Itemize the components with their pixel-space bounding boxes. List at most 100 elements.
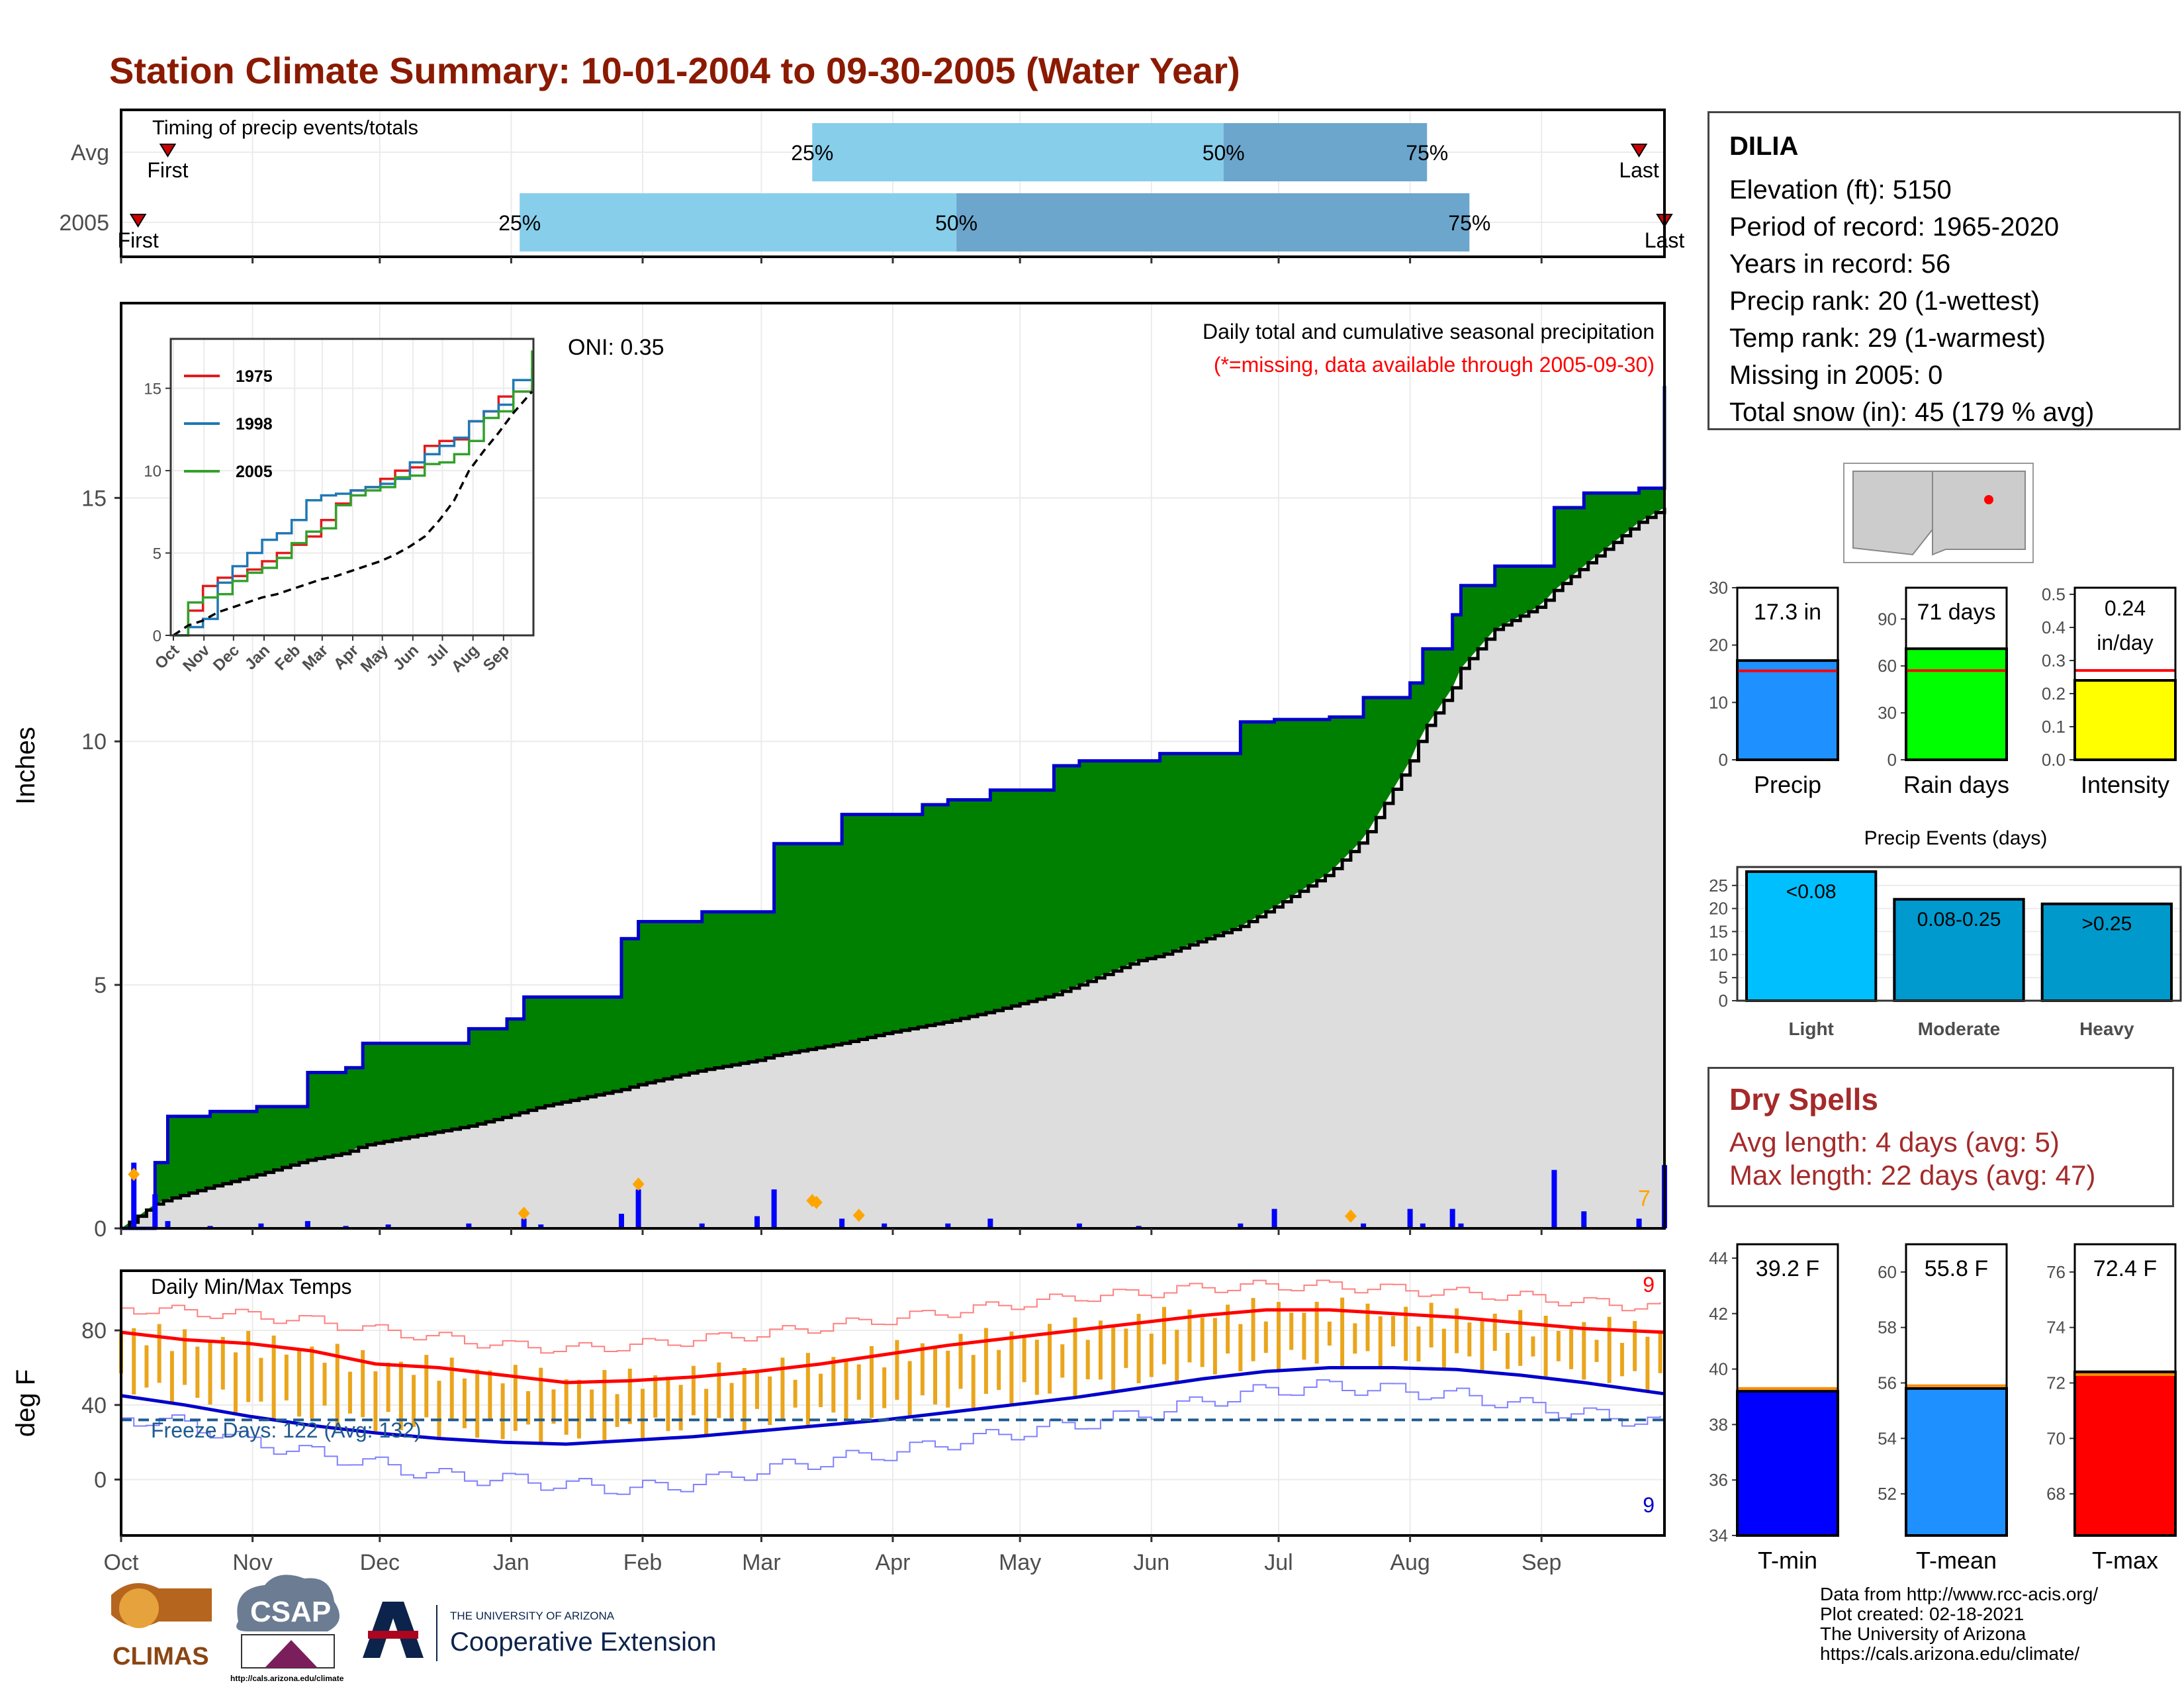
station-info-box: DILIA Elevation (ft): 5150 Period of rec… — [1707, 111, 2181, 430]
daily-precip-bar — [839, 1218, 845, 1228]
daily-temp-bar — [208, 1340, 212, 1405]
oni-label: ONI: 0.35 — [568, 335, 664, 360]
credit-url: https://cals.arizona.edu/climate/ — [1820, 1643, 2080, 1664]
daily-temp-bar — [920, 1343, 925, 1396]
daily-temp-bar — [971, 1355, 976, 1408]
precip-event-bar — [1893, 897, 2025, 1003]
daily-precip-bar — [1636, 1218, 1642, 1228]
cumulative-surplus-area — [121, 386, 1664, 1228]
daily-temp-bar — [1162, 1306, 1167, 1365]
precip-total-bar-category-label: Precip — [1754, 771, 1821, 798]
daily-temp-bar — [233, 1352, 238, 1412]
ua-logo-big-text: Cooperative Extension — [450, 1627, 716, 1657]
mini-y-tick-label: 0 — [1719, 750, 1728, 770]
daily-temp-bar — [1455, 1308, 1459, 1353]
daily-temp-bar — [1009, 1331, 1014, 1404]
rain-days-bar: 0 30 60 90 71 days Rain days — [1878, 586, 2009, 798]
daily-temp-bar — [284, 1354, 289, 1400]
csap-mountain-icon — [265, 1640, 318, 1668]
record-max-line — [121, 1279, 1661, 1354]
mini-y-tick-label: 42 — [1709, 1304, 1728, 1324]
mini-y-tick-label: 34 — [1709, 1526, 1728, 1545]
precip-y-tick-label: 0 — [94, 1216, 107, 1242]
daily-precip-bar — [1238, 1223, 1244, 1228]
daily-temp-bar — [475, 1369, 480, 1438]
month-axis-label: Oct — [104, 1550, 139, 1575]
daily-precip-bar — [304, 1220, 310, 1228]
daily-temp-bar — [246, 1331, 251, 1402]
daily-temp-bar — [1582, 1322, 1586, 1380]
timing-row-label: Avg — [71, 140, 109, 165]
daily-precip-bar — [1449, 1209, 1455, 1228]
tmean-bar-category-label: T-mean — [1916, 1547, 1997, 1574]
daily-precip-bar — [882, 1223, 887, 1228]
tmean-bar-frame — [1905, 1243, 2008, 1537]
snow-marker — [810, 1195, 823, 1209]
precip-event-bar-label: >0.25 — [2081, 913, 2132, 935]
daily-temp-bar — [412, 1375, 416, 1428]
daily-temp-bar — [768, 1376, 772, 1426]
daily-precip-bar — [385, 1224, 391, 1228]
temp-panel: 0 40 80 Daily Min/Max Temps Freeze Days: 122… — [11, 1269, 1666, 1575]
tmin-bar-frame — [1736, 1243, 1839, 1537]
mini-y-tick-label: 44 — [1709, 1248, 1728, 1268]
month-axis-label: May — [999, 1550, 1041, 1575]
snow-marker — [128, 1167, 140, 1181]
daily-temp-bar — [144, 1345, 149, 1388]
precip-total-bar-value-bar — [1736, 659, 1839, 761]
daily-temp-bar — [1175, 1330, 1179, 1383]
daily-temp-bar — [983, 1328, 988, 1394]
tmin-bar-value-bar — [1736, 1390, 1839, 1537]
daily-precip-bar — [945, 1223, 951, 1228]
climas-sun-icon — [119, 1588, 159, 1628]
timing-p75-label: 75% — [1448, 211, 1490, 235]
daily-precip-bar — [635, 1189, 641, 1228]
daily-temp-bar — [1022, 1337, 1026, 1383]
daily-precip-bar — [699, 1223, 705, 1228]
mini-y-tick-label: 0.5 — [2042, 584, 2066, 604]
intensity-bar-value-label: 0.24 — [2105, 596, 2146, 620]
daily-temp-bar — [169, 1351, 174, 1403]
tmax-bar-value-label: 72.4 F — [2093, 1256, 2157, 1281]
daily-temp-bar — [1060, 1344, 1065, 1378]
daily-temp-bar — [539, 1367, 543, 1443]
timing-first-marker — [129, 214, 147, 228]
daily-precip-bar — [987, 1218, 993, 1228]
tmin-bar: 34 36 38 40 42 44 39.2 F T-min — [1709, 1243, 1839, 1574]
daily-precip-bar — [1551, 1169, 1557, 1228]
mini-y-tick-label: 36 — [1709, 1470, 1728, 1490]
mini-y-tick-label: 76 — [2046, 1262, 2066, 1282]
station-elevation: Elevation (ft): 5150 — [1729, 175, 1952, 205]
freeze-days-label: Freeze Days: 122 (Avg: 132) — [151, 1418, 422, 1442]
daily-temp-bar — [1543, 1316, 1548, 1379]
daily-precip-bar — [1458, 1223, 1464, 1228]
station-precip-rank: Precip rank: 20 (1-wettest) — [1729, 287, 2040, 316]
inset-series-line — [173, 350, 533, 637]
inset-series-line — [173, 368, 533, 637]
daily-temp-bar — [1149, 1334, 1154, 1377]
month-axis-label: Jan — [493, 1550, 529, 1575]
mini-y-tick-label: 90 — [1878, 609, 1897, 629]
daily-temp-bar — [220, 1337, 225, 1390]
precip-event-bar — [1745, 870, 1878, 1003]
intensity-bar-value-bar — [2073, 679, 2177, 761]
daily-temp-bar — [653, 1375, 658, 1418]
tmean-bar-value-label: 55.8 F — [1925, 1256, 1988, 1281]
daily-precip-bar — [1581, 1211, 1587, 1228]
temp-y-tick-label: 80 — [81, 1318, 107, 1344]
daily-temp-bar — [1480, 1321, 1484, 1371]
temp-y-tick-label: 0 — [94, 1467, 107, 1492]
logos: CLIMAS CSAP http://cals.arizona.edu/climat… — [111, 1575, 716, 1683]
month-axis-label: Aug — [1390, 1550, 1430, 1575]
daily-temp-bar — [691, 1365, 696, 1416]
daily-temp-bar — [1441, 1328, 1446, 1369]
precip-y-tick-label: 15 — [81, 486, 107, 511]
month-axis-label: Dec — [360, 1550, 400, 1575]
daily-precip-bar — [1076, 1223, 1082, 1228]
timing-first-label: First — [147, 158, 188, 182]
daily-temp-bar — [1289, 1312, 1294, 1350]
daily-precip-bar — [1361, 1223, 1367, 1228]
snow-marker — [852, 1209, 865, 1222]
daily-temp-bar — [259, 1357, 263, 1402]
month-axis-label: Apr — [876, 1550, 911, 1575]
